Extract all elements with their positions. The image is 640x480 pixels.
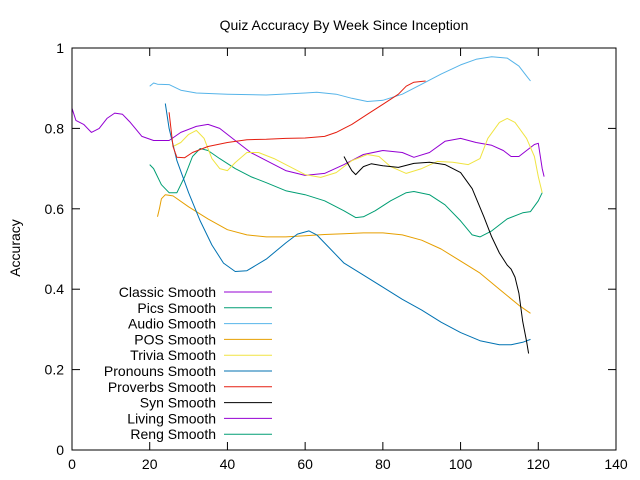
legend-label-3: POS Smooth: [134, 331, 216, 347]
legend-label-9: Reng Smooth: [130, 426, 216, 442]
y-tick-label-3: 0.6: [45, 201, 65, 217]
series-line-4: [172, 117, 543, 193]
axes-layer: 0 20 40 60 80 100 120 140 0 0.2 0.4 0.6 0.8 1: [45, 40, 628, 472]
series-layer: [71, 56, 545, 354]
x-tick-label-1: 20: [142, 456, 158, 472]
legend-label-2: Audio Smooth: [128, 316, 216, 332]
series-line-1: [149, 148, 543, 238]
legend-label-7: Syn Smooth: [140, 395, 216, 411]
y-axis-label: Accuracy: [7, 219, 23, 277]
x-tick-label-4: 80: [375, 456, 391, 472]
x-tick-label-0: 0: [68, 456, 76, 472]
series-line-3: [157, 194, 531, 314]
series-line-0: [71, 108, 545, 177]
legend-label-0: Classic Smooth: [119, 284, 216, 300]
x-tick-label-6: 120: [527, 456, 551, 472]
legend-label-8: Living Smooth: [127, 410, 216, 426]
y-tick-label-0: 0: [56, 442, 64, 458]
series-line-6: [168, 80, 426, 159]
y-tick-label-2: 0.4: [45, 281, 65, 297]
y-tick-label-1: 0.2: [45, 362, 65, 378]
legend-label-5: Pronouns Smooth: [104, 363, 216, 379]
plot-frame: [71, 47, 617, 451]
x-tick-label-5: 100: [449, 456, 473, 472]
y-tick-label-4: 0.8: [45, 120, 65, 136]
x-tick-label-7: 140: [604, 456, 628, 472]
x-tick-label-2: 40: [220, 456, 236, 472]
series-line-2: [149, 56, 531, 102]
y-tick-label-5: 1: [56, 40, 64, 56]
legend-label-1: Pics Smooth: [137, 300, 216, 316]
legend-label-4: Trivia Smooth: [130, 347, 216, 363]
x-tick-label-3: 60: [297, 456, 313, 472]
series-line-5: [164, 103, 531, 346]
series-line-7: [343, 156, 530, 354]
legend-label-6: Proverbs Smooth: [108, 379, 216, 395]
chart-title: Quiz Accuracy By Week Since Inception: [220, 17, 469, 33]
